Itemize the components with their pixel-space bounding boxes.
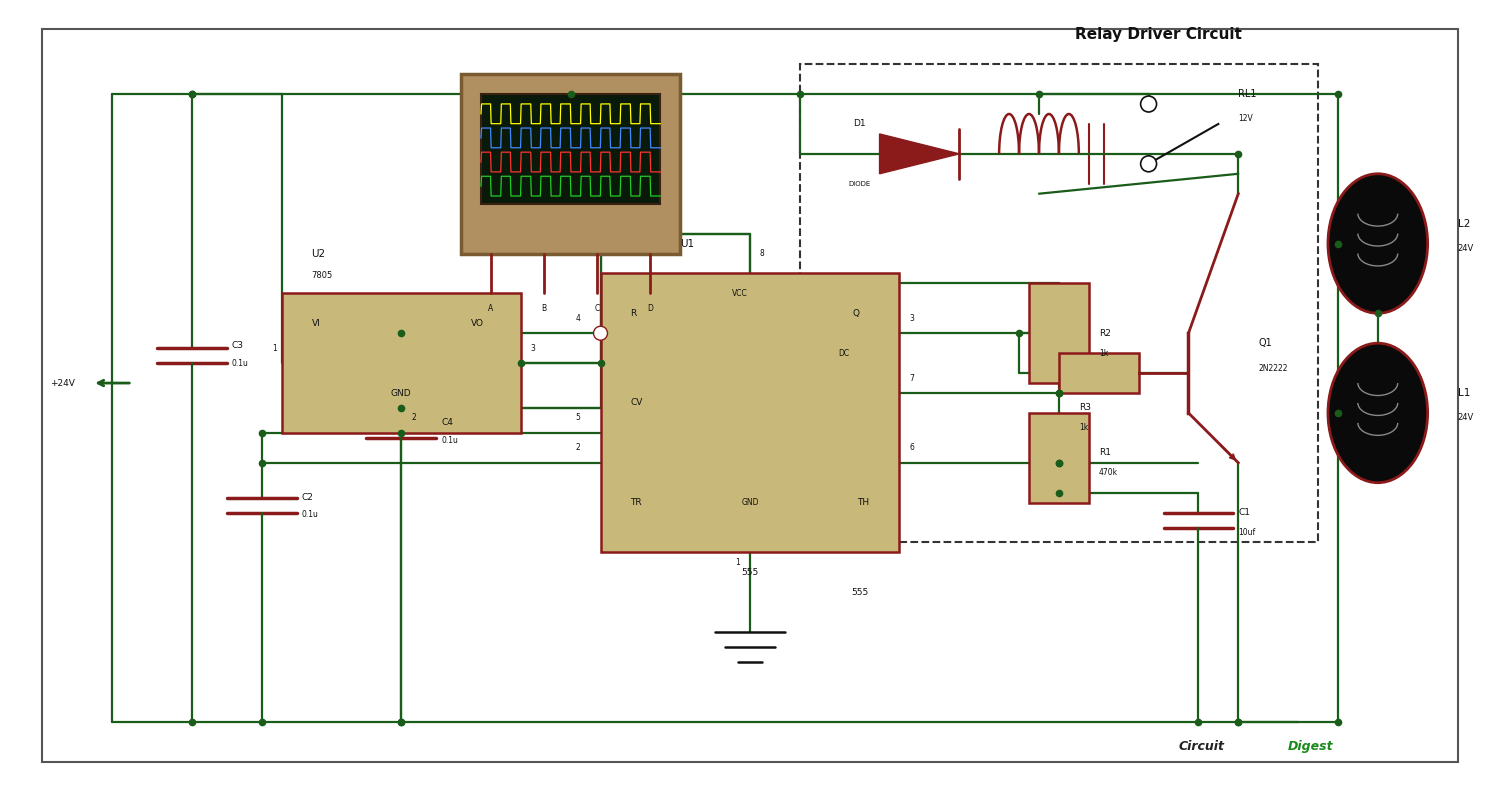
Text: CV: CV [630,398,644,408]
Text: 555: 555 [850,588,868,597]
Text: D: D [648,304,654,312]
Text: TR: TR [630,498,642,508]
Bar [482,94,660,204]
Text: 24V: 24V [1458,413,1474,423]
Text: Relay Driver Circuit: Relay Driver Circuit [1076,27,1242,42]
Text: B: B [542,304,546,312]
Text: 7805: 7805 [312,271,333,280]
Text: 470k: 470k [1100,468,1118,477]
Ellipse shape [1328,174,1428,313]
Text: 555: 555 [741,568,759,577]
Text: TH: TH [858,498,870,508]
Bar [460,74,680,254]
Text: 1k: 1k [1078,423,1088,432]
Bar [600,274,900,553]
Text: Circuit: Circuit [1179,741,1224,753]
Bar [1029,413,1089,503]
Text: 5: 5 [576,413,580,423]
Text: C2: C2 [302,493,313,502]
Text: 4: 4 [576,314,580,323]
Text: 8: 8 [760,249,765,258]
Text: 1k: 1k [1100,349,1108,358]
Text: L2: L2 [1458,219,1470,228]
Text: 2: 2 [411,413,416,423]
Text: 24V: 24V [1458,244,1474,253]
Text: Q: Q [852,308,859,318]
Circle shape [594,326,608,340]
Text: C: C [594,304,600,312]
Text: 1: 1 [735,558,740,567]
Text: A: A [489,304,494,312]
Circle shape [1140,96,1156,112]
Text: RL1: RL1 [1239,89,1257,99]
Text: R2: R2 [1100,329,1110,338]
Text: GND: GND [741,498,759,508]
Text: R1: R1 [1100,448,1112,458]
Bar [1029,283,1089,383]
Text: L1: L1 [1458,388,1470,398]
Circle shape [1140,156,1156,172]
Text: 10uf: 10uf [1239,528,1256,537]
Text: 2: 2 [576,443,580,452]
Text: VCC: VCC [732,289,748,298]
Text: 3: 3 [531,343,536,353]
Text: U1: U1 [680,239,694,248]
Text: 0.1u: 0.1u [232,358,249,368]
Text: VO: VO [471,319,484,328]
Text: 0.1u: 0.1u [441,436,458,446]
Text: 7: 7 [909,374,915,382]
Text: R: R [630,308,636,318]
Polygon shape [879,134,960,174]
Text: C4: C4 [441,419,453,427]
Text: Digest: Digest [1288,741,1334,753]
Text: 0.1u: 0.1u [302,510,318,519]
Text: U2: U2 [312,248,326,259]
Bar [800,64,1318,542]
Bar [1059,353,1138,393]
Text: DIODE: DIODE [849,181,870,186]
Ellipse shape [1328,343,1428,483]
Text: R3: R3 [1078,404,1090,412]
Text: C1: C1 [1239,508,1251,517]
Text: +24V: +24V [50,378,75,388]
Text: C3: C3 [232,341,244,350]
Text: 1: 1 [272,343,276,353]
Text: DC: DC [839,349,849,358]
Text: 3: 3 [909,314,915,323]
Text: 6: 6 [909,443,915,452]
Text: 2N2222: 2N2222 [1258,364,1287,373]
Text: VI: VI [312,319,321,328]
Text: Q1: Q1 [1258,338,1272,348]
Text: D1: D1 [853,120,865,128]
Bar [282,293,520,433]
Text: GND: GND [392,389,411,397]
Text: 12V: 12V [1239,114,1252,124]
